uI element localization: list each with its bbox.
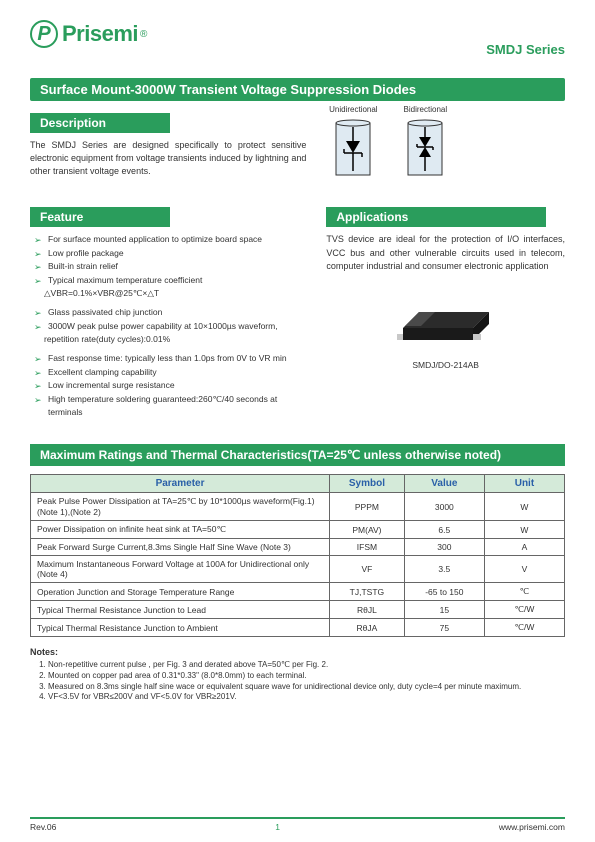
applications-heading: Applications xyxy=(326,207,546,227)
feature-list: For surface mounted application to optim… xyxy=(30,233,306,287)
bidirectional-label: Bidirectional xyxy=(398,105,452,114)
feature-item: 3000W peak pulse power capability at 10×… xyxy=(34,320,306,334)
note-item: Measured on 8.3ms single half sine wace … xyxy=(48,682,565,693)
brand-name: Prisemi xyxy=(62,21,138,47)
unidirectional-label: Unidirectional xyxy=(326,105,380,114)
note-item: Mounted on copper pad area of 0.31*0.33"… xyxy=(48,671,565,682)
ratings-table: Parameter Symbol Value Unit Peak Pulse P… xyxy=(30,474,565,637)
feature-item: For surface mounted application to optim… xyxy=(34,233,306,247)
feature-item: Built-in strain relief xyxy=(34,260,306,274)
page-number: 1 xyxy=(275,822,280,832)
note-item: Non-repetitive current pulse , per Fig. … xyxy=(48,660,565,671)
page-footer: Rev.06 1 www.prisemi.com xyxy=(30,817,565,832)
series-label: SMDJ Series xyxy=(486,42,565,57)
package-label: SMDJ/DO-214AB xyxy=(326,360,565,370)
ratings-body: Peak Pulse Power Dissipation at TA=25℃ b… xyxy=(31,493,565,637)
table-row: Peak Forward Surge Current,8.3ms Single … xyxy=(31,539,565,556)
feature-sub-rep: repetition rate(duty cycles):0.01% xyxy=(30,333,306,346)
table-row: Typical Thermal Resistance Junction to A… xyxy=(31,619,565,637)
col-unit: Unit xyxy=(484,475,564,493)
col-symbol: Symbol xyxy=(330,475,405,493)
unidirectional-icon xyxy=(326,117,380,181)
col-parameter: Parameter xyxy=(31,475,330,493)
description-text: The SMDJ Series are designed specificall… xyxy=(30,139,306,178)
page-title: Surface Mount-3000W Transient Voltage Su… xyxy=(30,78,565,101)
feature-heading: Feature xyxy=(30,207,170,227)
feature-item: Typical maximum temperature coefficient xyxy=(34,274,306,288)
feature-list-2: Glass passivated chip junction 3000W pea… xyxy=(30,306,306,333)
website-url: www.prisemi.com xyxy=(499,822,565,832)
package-image: SMDJ/DO-214AB xyxy=(326,290,565,370)
feature-sub-tc: △VBR=0.1%×VBR@25℃×△T xyxy=(30,287,306,300)
package-icon xyxy=(391,290,501,354)
brand-logo: P Prisemi ® xyxy=(30,20,565,48)
feature-item: Low profile package xyxy=(34,247,306,261)
notes-list: Non-repetitive current pulse , per Fig. … xyxy=(30,660,565,703)
feature-item: Fast response time: typically less than … xyxy=(34,352,306,366)
page-header: P Prisemi ® SMDJ Series xyxy=(30,20,565,76)
table-row: Maximum Instantaneous Forward Voltage at… xyxy=(31,556,565,583)
col-value: Value xyxy=(404,475,484,493)
table-row: Typical Thermal Resistance Junction to L… xyxy=(31,601,565,619)
feature-item: Glass passivated chip junction xyxy=(34,306,306,320)
feature-item: Low incremental surge resistance xyxy=(34,379,306,393)
feature-item: High temperature soldering guaranteed:26… xyxy=(34,393,306,420)
note-item: VF<3.5V for VBR≤200V and VF<5.0V for VBR… xyxy=(48,692,565,703)
registered-mark: ® xyxy=(140,29,147,40)
schematic-diagrams: Unidirectional Bidirectional xyxy=(326,105,565,183)
table-row: Operation Junction and Storage Temperatu… xyxy=(31,583,565,601)
applications-text: TVS device are ideal for the protection … xyxy=(326,233,565,274)
bidirectional-icon xyxy=(398,117,452,181)
description-heading: Description xyxy=(30,113,170,133)
revision-label: Rev.06 xyxy=(30,822,56,832)
table-row: Peak Pulse Power Dissipation at TA=25℃ b… xyxy=(31,493,565,521)
notes-heading: Notes: xyxy=(30,647,565,657)
feature-list-3: Fast response time: typically less than … xyxy=(30,352,306,420)
logo-mark: P xyxy=(30,20,58,48)
ratings-heading: Maximum Ratings and Thermal Characterist… xyxy=(30,444,565,466)
table-row: Power Dissipation on infinite heat sink … xyxy=(31,521,565,539)
feature-item: Excellent clamping capability xyxy=(34,366,306,380)
